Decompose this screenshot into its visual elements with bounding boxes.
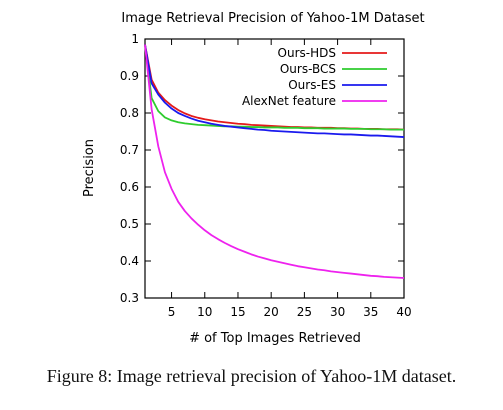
chart-svg: Image Retrieval Precision of Yahoo-1M Da… bbox=[82, 11, 425, 346]
x-tick-label: 40 bbox=[396, 305, 411, 319]
x-tick-label: 15 bbox=[230, 305, 245, 319]
y-tick-label: 1 bbox=[131, 32, 139, 46]
figure-caption: Figure 8: Image retrieval precision of Y… bbox=[46, 366, 457, 386]
y-tick-label: 0.4 bbox=[120, 254, 139, 268]
y-tick-label: 0.7 bbox=[120, 143, 139, 157]
x-axis-label: # of Top Images Retrieved bbox=[189, 331, 361, 346]
series-line-ours-hds bbox=[144, 44, 405, 131]
y-tick-label: 0.9 bbox=[120, 69, 139, 83]
y-axis-label: Precision bbox=[82, 139, 97, 197]
series-line-ours-bcs bbox=[144, 44, 404, 131]
series-lines bbox=[144, 44, 405, 279]
series-line-ours-es bbox=[144, 44, 405, 138]
x-tick-label: 25 bbox=[297, 305, 312, 319]
y-tick-label: 0.8 bbox=[120, 106, 139, 120]
y-tick-label: 0.3 bbox=[120, 291, 139, 305]
series-line-alexnet-feature bbox=[144, 44, 405, 279]
y-tick-label: 0.5 bbox=[120, 217, 139, 231]
legend: Ours-HDS Ours-BCS Ours-ES AlexNet feature bbox=[242, 46, 387, 108]
chart: Image Retrieval Precision of Yahoo-1M Da… bbox=[82, 11, 425, 346]
legend-label: Ours-HDS bbox=[278, 46, 336, 60]
legend-label: Ours-BCS bbox=[280, 62, 336, 76]
x-tick-label: 20 bbox=[264, 305, 279, 319]
x-tick-label: 5 bbox=[168, 305, 176, 319]
legend-label: AlexNet feature bbox=[242, 94, 336, 108]
chart-title: Image Retrieval Precision of Yahoo-1M Da… bbox=[121, 11, 424, 26]
plot-frame bbox=[144, 38, 405, 299]
legend-label: Ours-ES bbox=[288, 78, 336, 92]
x-tick-label: 30 bbox=[330, 305, 345, 319]
y-tick-label: 0.6 bbox=[120, 180, 139, 194]
x-tick-label: 10 bbox=[197, 305, 212, 319]
x-tick-label: 35 bbox=[363, 305, 378, 319]
